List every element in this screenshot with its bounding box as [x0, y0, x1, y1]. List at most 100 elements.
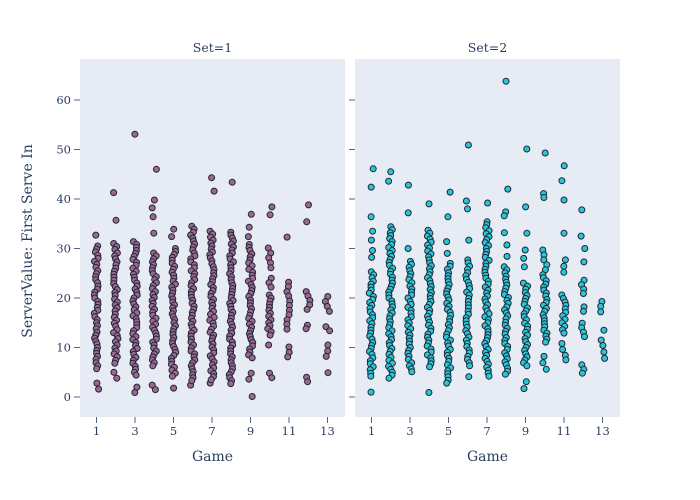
data-point[interactable]	[245, 223, 253, 231]
data-point[interactable]	[268, 374, 276, 382]
data-point[interactable]	[247, 369, 255, 377]
data-point[interactable]	[443, 249, 451, 257]
data-point[interactable]	[305, 201, 312, 209]
data-point[interactable]	[560, 329, 568, 337]
data-point[interactable]	[367, 236, 375, 244]
data-point[interactable]	[150, 196, 158, 204]
data-point[interactable]	[368, 253, 376, 261]
data-point[interactable]	[560, 229, 568, 237]
data-point[interactable]	[408, 368, 416, 376]
data-point[interactable]	[443, 238, 451, 246]
data-point[interactable]	[267, 264, 275, 272]
data-point[interactable]	[207, 376, 215, 384]
data-point[interactable]	[542, 365, 550, 373]
data-point[interactable]	[132, 371, 140, 379]
data-point[interactable]	[367, 213, 375, 221]
data-point[interactable]	[148, 204, 156, 212]
data-point[interactable]	[387, 168, 395, 176]
data-point[interactable]	[580, 307, 587, 315]
data-point[interactable]	[502, 77, 510, 85]
data-point[interactable]	[484, 199, 492, 207]
data-point[interactable]	[210, 187, 218, 195]
data-point[interactable]	[369, 227, 377, 235]
data-point[interactable]	[446, 188, 454, 196]
data-point[interactable]	[322, 352, 330, 360]
data-point[interactable]	[326, 327, 334, 335]
data-point[interactable]	[93, 379, 101, 387]
data-point[interactable]	[597, 308, 605, 316]
data-point[interactable]	[283, 325, 291, 333]
data-point[interactable]	[520, 254, 528, 262]
data-point[interactable]	[540, 352, 548, 360]
data-point[interactable]	[369, 247, 376, 254]
data-point[interactable]	[523, 229, 531, 237]
data-point[interactable]	[265, 341, 273, 349]
data-point[interactable]	[325, 307, 333, 315]
data-point[interactable]	[283, 233, 291, 241]
data-point[interactable]	[248, 354, 256, 362]
data-point[interactable]	[367, 388, 375, 396]
data-point[interactable]	[465, 373, 473, 381]
data-point[interactable]	[579, 290, 587, 297]
data-point[interactable]	[268, 203, 276, 211]
data-point[interactable]	[425, 200, 433, 208]
data-point[interactable]	[541, 149, 549, 157]
data-point[interactable]	[542, 338, 550, 346]
data-point[interactable]	[92, 231, 100, 239]
data-point[interactable]	[149, 213, 157, 221]
data-point[interactable]	[113, 374, 121, 382]
data-point[interactable]	[369, 165, 377, 173]
data-point[interactable]	[131, 130, 139, 138]
data-point[interactable]	[464, 141, 472, 149]
data-point[interactable]	[500, 212, 508, 220]
data-point[interactable]	[227, 380, 235, 388]
data-point[interactable]	[466, 362, 474, 370]
data-point[interactable]	[266, 211, 274, 219]
data-point[interactable]	[404, 209, 412, 217]
data-point[interactable]	[110, 189, 118, 197]
data-point[interactable]	[600, 326, 608, 334]
data-point[interactable]	[522, 203, 530, 211]
data-point[interactable]	[244, 233, 252, 241]
data-point[interactable]	[464, 205, 471, 213]
data-point[interactable]	[578, 369, 586, 377]
data-point[interactable]	[562, 356, 570, 364]
data-point[interactable]	[245, 375, 253, 383]
data-point[interactable]	[560, 262, 568, 270]
data-point[interactable]	[208, 174, 216, 182]
data-point[interactable]	[385, 177, 393, 185]
data-point[interactable]	[367, 183, 375, 191]
data-point[interactable]	[522, 378, 530, 386]
data-point[interactable]	[503, 252, 511, 260]
data-point[interactable]	[504, 185, 512, 193]
data-point[interactable]	[303, 305, 311, 313]
data-point[interactable]	[540, 194, 548, 201]
data-point[interactable]	[503, 241, 511, 249]
data-point[interactable]	[170, 225, 178, 233]
data-point[interactable]	[560, 196, 568, 204]
data-point[interactable]	[577, 232, 585, 240]
data-point[interactable]	[426, 363, 433, 371]
data-point[interactable]	[443, 379, 451, 387]
data-point[interactable]	[560, 268, 568, 276]
data-point[interactable]	[581, 333, 588, 341]
data-point[interactable]	[150, 229, 158, 237]
data-point[interactable]	[385, 374, 393, 382]
data-point[interactable]	[367, 372, 375, 380]
data-point[interactable]	[500, 229, 508, 237]
data-point[interactable]	[520, 385, 528, 393]
data-point[interactable]	[303, 218, 311, 226]
data-point[interactable]	[324, 369, 332, 377]
data-point[interactable]	[302, 325, 310, 333]
data-point[interactable]	[540, 256, 548, 264]
data-point[interactable]	[465, 236, 473, 244]
data-point[interactable]	[539, 359, 547, 367]
data-point[interactable]	[521, 246, 529, 254]
data-point[interactable]	[580, 258, 588, 266]
data-point[interactable]	[581, 245, 589, 252]
data-point[interactable]	[560, 162, 568, 170]
data-point[interactable]	[520, 263, 528, 271]
data-point[interactable]	[168, 372, 176, 380]
data-point[interactable]	[151, 386, 159, 394]
data-point[interactable]	[523, 362, 531, 370]
